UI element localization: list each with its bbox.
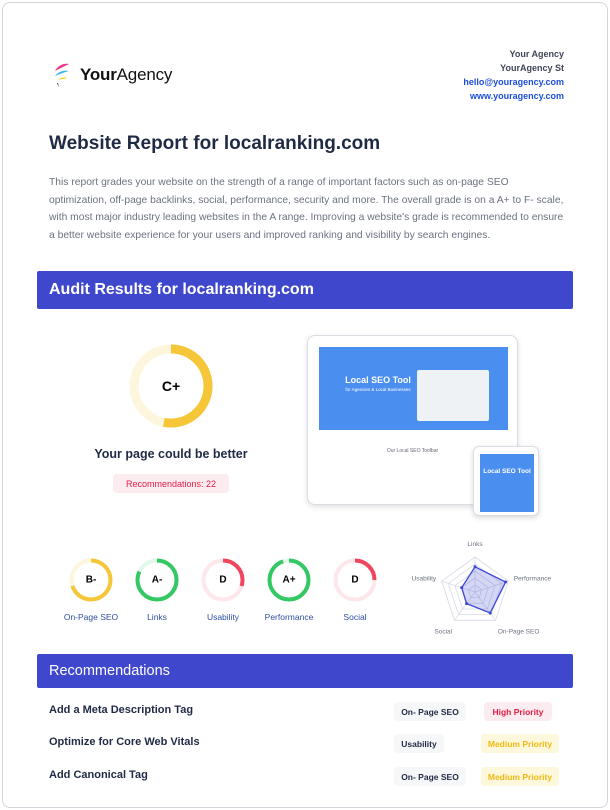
agency-email-link[interactable]: hello@youragency.com: [463, 77, 564, 87]
radar-series-area: [460, 565, 507, 614]
radar-axis-label: Social: [434, 629, 452, 636]
gauge-fill: [201, 558, 245, 602]
radar-spoke: [454, 591, 476, 621]
gauge-grade: A+: [282, 575, 295, 586]
recommendation-title[interactable]: Add a Meta Description Tag: [49, 704, 194, 716]
mockup-toolbar-text: Our Local SEO Toolbar: [386, 448, 439, 454]
category-badge: Usability: [394, 734, 444, 753]
gauge-on-page-seo: B-: [69, 558, 113, 602]
agency-logo: YourAgency: [52, 62, 172, 88]
recommendations-count-badge: Recommendations: 22: [113, 474, 229, 493]
radar-point-social: [465, 602, 469, 606]
report-intro: This report grades your website on the s…: [49, 177, 564, 241]
radar-grid-ring: [441, 556, 509, 621]
logo-text: YourAgency: [80, 65, 173, 84]
priority-badge: High Priority: [484, 702, 552, 721]
radar-axis-label: Usability: [412, 575, 437, 582]
radar-point-on-page-seo: [488, 611, 492, 615]
recommendations-header: Recommendations: [37, 654, 573, 688]
page-title: Website Report for localranking.com: [49, 133, 381, 154]
gauge-grade: D: [351, 575, 358, 586]
gauge-fill: [129, 344, 213, 428]
radar-point-performance: [504, 580, 508, 584]
radar-point-usability: [460, 586, 464, 590]
gauge-usability: D: [201, 558, 245, 602]
logo-icon: [55, 63, 69, 87]
mockup-phone-title: Local SEO Tool: [480, 454, 534, 512]
gauge-fill: [333, 558, 377, 602]
gauge-fill: [267, 558, 311, 602]
gauge-grade: D: [219, 575, 226, 586]
gauge-links: A-: [135, 558, 179, 602]
gauge-label: On-Page SEO: [63, 612, 119, 622]
priority-badge: Medium Priority: [481, 734, 559, 753]
gauge-label: Social: [343, 612, 367, 622]
agency-name: Your Agency: [509, 49, 564, 59]
radar-grid-ring: [454, 570, 496, 610]
gauge-grade: A-: [152, 575, 163, 586]
agency-website-link[interactable]: www.youragency.com: [469, 91, 564, 101]
radar-point-links: [473, 565, 477, 569]
radar-grid-ring: [467, 584, 483, 599]
audit-results-header: Audit Results for localranking.com: [37, 271, 573, 309]
agency-contact: Your Agency YourAgency St hello@youragen…: [463, 47, 564, 103]
gauge-label: Performance: [264, 612, 314, 622]
radar-spoke: [474, 591, 496, 621]
category-badge: On- Page SEO: [394, 767, 466, 786]
mockup-hero-sub: for Agencies & Local Businesses: [345, 387, 411, 392]
gauge-social: D: [333, 558, 377, 602]
radar-chart: Links Performance On-Page SEO Social Usabili…: [412, 541, 552, 636]
gauge-label: Links: [147, 612, 167, 622]
mockup-hero-title: Local SEO Tool: [345, 375, 411, 385]
category-badge: On- Page SEO: [394, 702, 466, 721]
radar-axis-label: Links: [467, 541, 483, 548]
priority-badge: Medium Priority: [481, 767, 559, 786]
mobile-screenshot: Local SEO Tool: [473, 446, 539, 516]
radar-grid-ring: [461, 577, 489, 604]
verdict-text: Your page could be better: [94, 447, 248, 461]
recommendation-title[interactable]: Add Canonical Tag: [49, 769, 148, 781]
overall-grade-gauge: C+: [129, 344, 213, 428]
agency-street: YourAgency St: [500, 63, 564, 73]
gauge-fill: [135, 558, 179, 602]
mockup-map-image: [417, 370, 489, 421]
overall-grade: C+: [162, 378, 180, 394]
radar-axis-label: On-Page SEO: [498, 629, 540, 636]
recommendation-title[interactable]: Optimize for Core Web Vitals: [49, 736, 200, 748]
radar-grid-ring: [447, 563, 503, 616]
gauge-grade: B-: [86, 575, 97, 586]
radar-axis-label: Performance: [514, 575, 552, 582]
gauge-label: Usability: [206, 612, 240, 622]
gauge-fill: [69, 558, 113, 602]
radar-spoke: [441, 580, 476, 593]
desktop-screenshot: Local SEO Tool for Agencies & Local Busin…: [307, 335, 518, 505]
gauge-performance: A+: [267, 558, 311, 602]
radar-spoke: [474, 580, 509, 593]
